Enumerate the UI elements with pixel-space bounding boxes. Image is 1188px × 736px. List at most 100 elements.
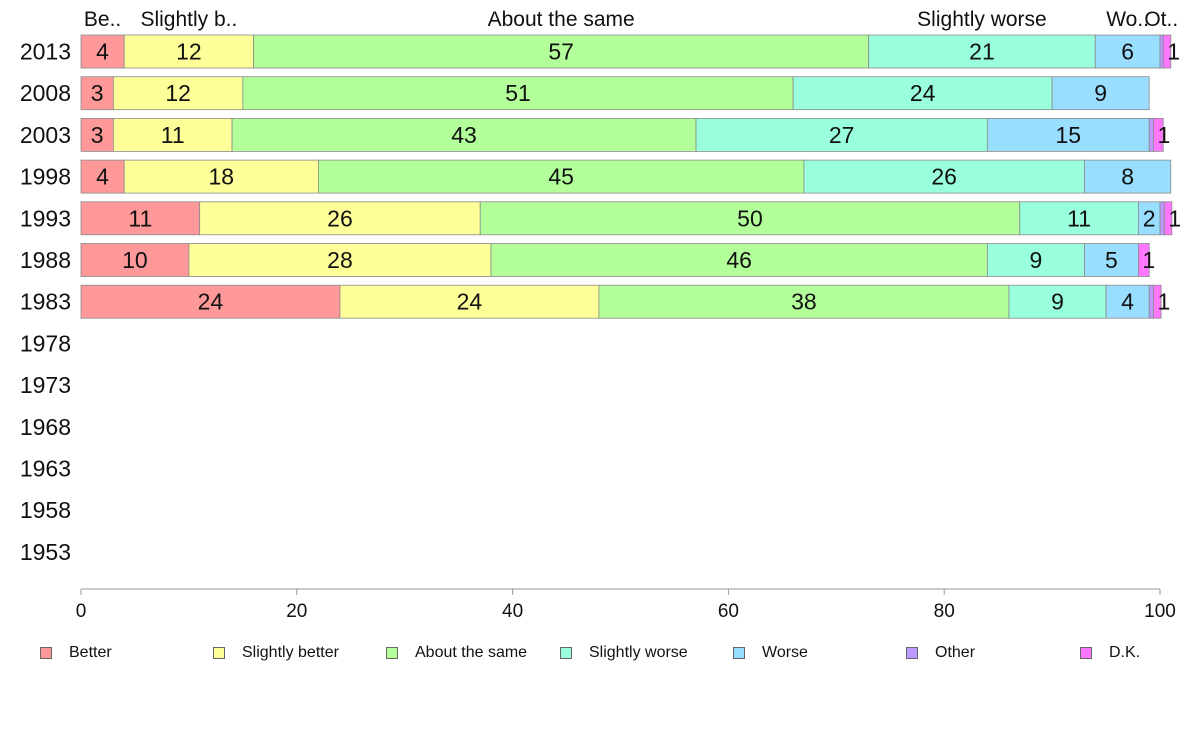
y-tick-label: 1988: [20, 247, 71, 273]
bar-segment: [868, 34, 1096, 69]
bar-value-label: 2: [1143, 205, 1156, 231]
bar-value-label: 12: [165, 80, 191, 106]
y-tick-label: 2008: [20, 80, 71, 106]
legend-label: Slightly better: [242, 644, 339, 661]
x-tick-label: 40: [502, 601, 523, 622]
legend-item: Better: [40, 640, 112, 666]
y-tick-label: 1993: [20, 205, 71, 231]
top-category-label: Wo..: [1106, 8, 1149, 31]
bar-segment: [695, 118, 988, 152]
legend-item: Worse: [733, 640, 808, 666]
bar-value-label: 1: [1158, 289, 1171, 315]
y-tick-label: 2003: [20, 122, 71, 148]
bars-area: 4 12 57 21 6 13 12 51 24 93 11 43 27 15 14 18 45 26 811 26 5…: [80, 34, 1181, 319]
bar-segment: [1163, 201, 1173, 236]
bar-value-label: 10: [122, 247, 148, 273]
bar-segment: [253, 34, 870, 69]
legend-label: Worse: [762, 644, 808, 661]
bar-value-label: 24: [198, 289, 224, 315]
bar-segment: [1162, 34, 1172, 69]
bar-segment: [986, 243, 1085, 277]
bar-segment: [80, 284, 341, 319]
bar-value-label: 3: [91, 80, 104, 106]
bar-segment: [80, 34, 125, 69]
bar-segment: [1153, 118, 1164, 152]
bar-segment: [803, 159, 1085, 194]
bar-segment: [1019, 201, 1139, 236]
bar-segment: [986, 118, 1150, 152]
top-category-label: Slightly b..: [140, 8, 237, 31]
y-tick-label: 1973: [20, 372, 71, 398]
bar-value-label: 24: [457, 289, 483, 315]
bar-segment: [1159, 201, 1165, 236]
x-tick-label: 80: [934, 601, 955, 622]
x-tick-label: 0: [76, 601, 87, 622]
bar-segment: [1084, 159, 1172, 194]
bar-value-label: 5: [1105, 247, 1118, 273]
legend-swatch: [1080, 647, 1092, 659]
bar-value-label: 9: [1094, 80, 1107, 106]
bar-value-label: 1: [1167, 39, 1180, 65]
bar-segment: [1138, 243, 1150, 277]
x-tick-label: 100: [1144, 601, 1176, 622]
legend-item: D.K.: [1080, 640, 1140, 666]
bar-value-label: 8: [1121, 164, 1134, 190]
y-axis-labels: 2013 2008 2003 1998 1993 1988 1983 1978 1973 1968…: [20, 39, 71, 565]
bar-value-label: 6: [1121, 39, 1134, 65]
y-tick-label: 1983: [20, 289, 71, 315]
bar-value-label: 11: [128, 205, 152, 231]
legend-label: D.K.: [1109, 644, 1141, 661]
bar-value-label: 11: [1067, 205, 1091, 231]
legend-swatch: [40, 647, 52, 659]
x-tick-label: 60: [718, 601, 739, 622]
bar-segment: [188, 243, 492, 277]
bar-segment: [792, 76, 1053, 111]
bar-value-label: 38: [791, 289, 817, 315]
legend-item: Slightly worse: [560, 640, 688, 666]
bar-value-label: 11: [161, 122, 185, 148]
bar-value-label: 12: [176, 39, 202, 65]
bar-segment: [80, 118, 114, 152]
bar-value-label: 50: [737, 205, 763, 231]
legend: Better Slightly better About the same Sligh…: [0, 640, 1188, 666]
bar-value-label: 43: [451, 122, 477, 148]
bar-value-label: 4: [96, 39, 109, 65]
bar-value-label: 9: [1030, 247, 1043, 273]
bar-value-label: 3: [91, 122, 104, 148]
x-tick-label: 20: [286, 601, 307, 622]
bar-segment: [1094, 34, 1161, 69]
bar-segment: [123, 34, 255, 69]
bar-value-label: 21: [969, 39, 995, 65]
bar-segment: [339, 284, 600, 319]
bar-value-label: 26: [931, 164, 957, 190]
bar-segment: [123, 159, 319, 194]
bar-segment: [199, 201, 481, 236]
legend-label: Better: [69, 644, 112, 661]
bar-value-label: 9: [1051, 289, 1064, 315]
bar-value-label: 15: [1055, 122, 1081, 148]
legend-item: Slightly better: [213, 640, 339, 666]
x-axis: 0 20 40 60 80 100: [76, 588, 1176, 622]
bar-segment: [1148, 284, 1154, 319]
legend-swatch: [560, 647, 572, 659]
legend-label: About the same: [415, 644, 528, 661]
legend-item: About the same: [386, 640, 527, 666]
bar-segment: [490, 243, 988, 277]
bar-value-label: 4: [96, 164, 109, 190]
y-tick-label: 2013: [20, 39, 71, 65]
bar-segment: [80, 76, 114, 111]
bar-segment: [80, 243, 190, 277]
top-category-labels: Be.. Slightly b.. About the same Slightly w…: [84, 8, 1178, 31]
bar-value-label: 1: [1142, 247, 1155, 273]
bar-segment: [479, 201, 1021, 236]
top-category-label: Ot..: [1144, 8, 1178, 31]
legend-item: Other: [906, 640, 975, 666]
y-tick-label: 1978: [20, 330, 71, 356]
top-category-label: Be..: [84, 8, 121, 31]
legend-swatch: [733, 647, 745, 659]
top-category-label: Slightly worse: [917, 8, 1047, 31]
bar-segment: [1051, 76, 1150, 111]
bar-segment: [1105, 284, 1150, 319]
y-tick-label: 1958: [20, 497, 71, 523]
